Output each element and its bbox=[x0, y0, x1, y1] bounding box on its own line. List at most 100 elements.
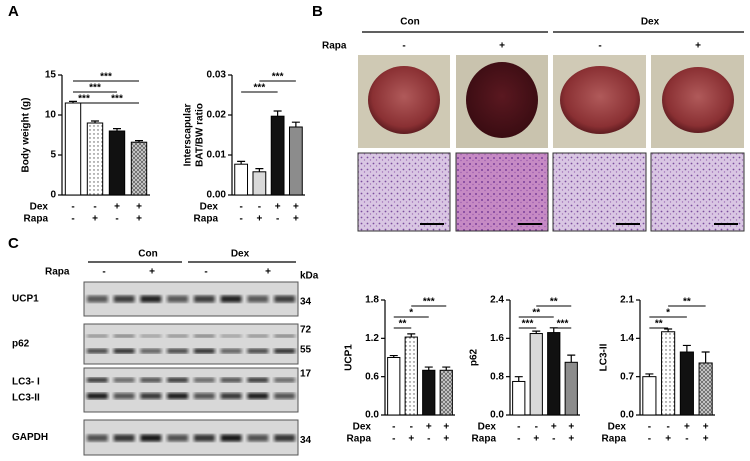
significance-label: ** bbox=[683, 297, 691, 308]
sign: + bbox=[499, 41, 505, 52]
blot-band bbox=[140, 434, 162, 442]
sign: - bbox=[115, 214, 118, 225]
blot-band bbox=[220, 393, 242, 399]
blot bbox=[83, 323, 299, 365]
y-tick-label: 0.0 bbox=[620, 410, 634, 421]
blot-label: GAPDH bbox=[12, 432, 48, 443]
blot-band bbox=[274, 434, 295, 442]
bar bbox=[270, 115, 285, 196]
bar bbox=[86, 122, 104, 196]
mw-marker: 17 bbox=[300, 369, 312, 380]
sign: + bbox=[533, 434, 539, 445]
sign-row-label: Dex bbox=[478, 422, 497, 433]
sign: - bbox=[517, 434, 520, 445]
blot-band bbox=[274, 295, 295, 303]
sign: - bbox=[102, 267, 105, 278]
blot-band bbox=[274, 393, 295, 399]
sign: - bbox=[427, 434, 430, 445]
y-tick-label: 0.0 bbox=[490, 410, 504, 421]
blot-band bbox=[113, 348, 135, 354]
treatment-label: Rapa bbox=[322, 41, 347, 52]
sign: - bbox=[648, 434, 651, 445]
sign: - bbox=[552, 434, 555, 445]
bar bbox=[564, 361, 578, 416]
error-bar bbox=[135, 140, 143, 143]
sign: + bbox=[568, 434, 574, 445]
histology bbox=[357, 152, 451, 232]
sign: + bbox=[293, 214, 299, 225]
sign-row-label: Dex bbox=[353, 422, 372, 433]
significance-label: *** bbox=[522, 319, 534, 330]
significance-label: *** bbox=[272, 72, 284, 83]
y-tick-label: 1.4 bbox=[620, 333, 634, 344]
y-axis-label: LC3-II bbox=[599, 343, 610, 371]
blot-band bbox=[247, 393, 269, 399]
y-axis-label: UCP1 bbox=[344, 344, 355, 371]
error-bar bbox=[237, 160, 246, 165]
sign: + bbox=[665, 434, 671, 445]
y-tick-label: 0 bbox=[50, 190, 56, 201]
mw-marker: 72 bbox=[300, 325, 312, 336]
blot-band bbox=[220, 348, 242, 354]
blot-band bbox=[87, 377, 108, 383]
blot-band bbox=[87, 393, 108, 399]
sign-row-label: Rapa bbox=[24, 214, 49, 225]
error-bar bbox=[645, 373, 654, 377]
blot-band bbox=[194, 295, 215, 303]
group-label: Dex bbox=[641, 17, 660, 28]
y-tick-label: 0.8 bbox=[490, 371, 504, 382]
panel-label: C bbox=[8, 235, 19, 252]
sign: + bbox=[136, 202, 142, 213]
sign: + bbox=[265, 267, 271, 278]
significance-label: *** bbox=[111, 94, 123, 105]
sign: - bbox=[239, 214, 242, 225]
significance-label: *** bbox=[557, 319, 569, 330]
y-tick-label: 15 bbox=[45, 70, 57, 81]
bar bbox=[512, 380, 526, 416]
bar bbox=[698, 362, 713, 416]
error-bar bbox=[567, 354, 576, 363]
blot-band bbox=[167, 393, 188, 399]
blot-band bbox=[140, 334, 162, 338]
y-tick-label: 1.2 bbox=[365, 333, 379, 344]
error-bar bbox=[424, 366, 433, 371]
tissue bbox=[368, 66, 440, 134]
sign: + bbox=[136, 214, 142, 225]
sign: + bbox=[568, 422, 574, 433]
sign: + bbox=[408, 434, 414, 445]
y-tick-label: 1.8 bbox=[365, 295, 379, 306]
tissue-photos bbox=[357, 55, 745, 232]
group-label: Con bbox=[138, 249, 157, 260]
blot-band bbox=[247, 295, 269, 303]
sign: - bbox=[276, 214, 279, 225]
bar bbox=[679, 351, 694, 416]
panel-label: A bbox=[8, 3, 19, 20]
blot-band bbox=[167, 348, 188, 354]
blot bbox=[83, 367, 299, 413]
significance-label: * bbox=[666, 308, 670, 319]
sign: - bbox=[517, 422, 520, 433]
sign: + bbox=[443, 434, 449, 445]
sign-row-label: Rapa bbox=[347, 434, 372, 445]
bar bbox=[64, 102, 82, 196]
bar bbox=[529, 333, 543, 416]
blot-band bbox=[140, 295, 162, 303]
sign: + bbox=[703, 422, 709, 433]
sign: - bbox=[71, 202, 74, 213]
blot-band bbox=[87, 434, 108, 442]
western-blots: UCP1 34 p62 72 55 LC3- I LC3-II 17 GAPDH 34 bbox=[12, 281, 312, 456]
y-tick-label: 1.6 bbox=[490, 333, 504, 344]
significance-label: *** bbox=[89, 83, 101, 94]
tissue bbox=[466, 62, 538, 138]
y-tick-label: 0.6 bbox=[365, 371, 379, 382]
significance-label: *** bbox=[254, 83, 266, 94]
blot-band bbox=[113, 434, 135, 442]
y-axis-label: Body weight (g) bbox=[21, 98, 32, 173]
y-tick-label: 10 bbox=[45, 110, 57, 121]
significance-label: *** bbox=[423, 297, 435, 308]
blot-band bbox=[113, 393, 135, 399]
y-tick-label: 0.7 bbox=[620, 371, 634, 382]
bar bbox=[642, 376, 657, 416]
bar bbox=[439, 369, 453, 416]
sign: - bbox=[71, 214, 74, 225]
